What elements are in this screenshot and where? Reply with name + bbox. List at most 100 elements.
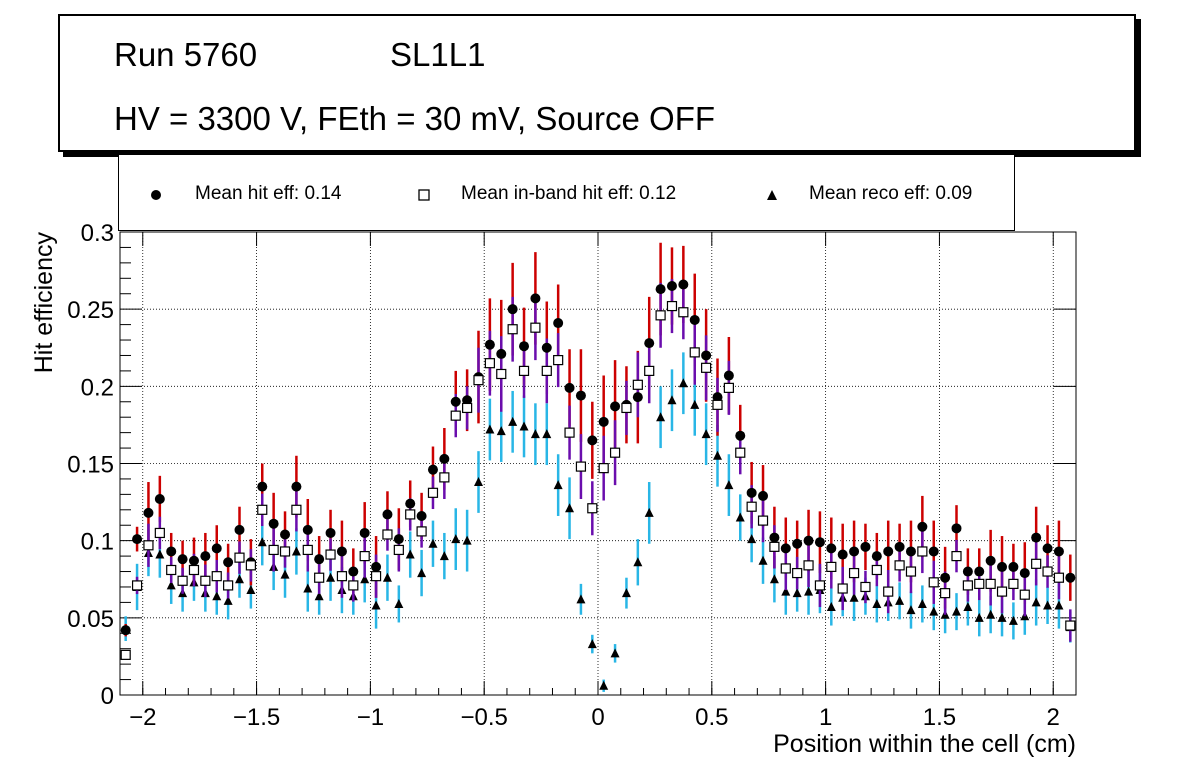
inband-point — [279, 546, 291, 557]
reco-point — [371, 600, 381, 610]
inband-point — [245, 560, 256, 571]
hit-point — [188, 555, 199, 566]
hit-point — [1042, 543, 1053, 554]
inband-point — [609, 447, 621, 458]
inband-point — [359, 550, 370, 562]
inband-point — [848, 567, 860, 579]
hit-point — [143, 507, 154, 518]
inband-point — [450, 410, 461, 421]
reco-point — [872, 598, 882, 608]
inband-point — [951, 550, 962, 562]
inband-point — [723, 382, 734, 393]
reco-point — [826, 602, 836, 612]
conditions-label: HV = 3300 V, FEth = 30 mV, Source OFF — [114, 100, 716, 137]
x-tick-label: 1.5 — [923, 704, 956, 731]
reco-point — [530, 429, 540, 439]
reco-point — [610, 648, 620, 658]
inband-point — [268, 544, 279, 556]
hit-point — [678, 279, 689, 290]
hit-point — [1031, 532, 1042, 543]
inband-point — [666, 300, 678, 312]
x-tick-label: −1 — [357, 704, 384, 731]
reco-point — [451, 534, 461, 544]
reco-point — [428, 538, 438, 548]
inband-point — [530, 322, 541, 333]
reco-point — [986, 609, 996, 619]
inband-point — [393, 544, 404, 556]
inband-point — [746, 501, 757, 512]
reco-point — [656, 412, 666, 422]
hit-point — [905, 546, 916, 557]
inband-point — [291, 504, 302, 515]
hit-point — [997, 561, 1008, 572]
reco-point — [474, 477, 483, 487]
hit-point — [962, 566, 973, 577]
hit-point — [655, 284, 666, 295]
y-tick-label: 0.1 — [81, 529, 114, 556]
hit-point — [325, 527, 336, 538]
hit-point — [883, 546, 894, 557]
hit-point — [951, 523, 962, 534]
x-tick-label: −0.5 — [460, 704, 507, 731]
hit-point — [462, 395, 473, 406]
reco-point — [1043, 600, 1053, 610]
inband-point — [837, 583, 848, 594]
hit-point — [871, 551, 882, 562]
reco-point — [314, 591, 324, 601]
inband-point — [200, 575, 211, 586]
x-tick-label: −1.5 — [233, 704, 280, 731]
reco-point — [678, 378, 688, 388]
reco-point — [235, 574, 244, 584]
reco-point — [1054, 600, 1064, 610]
inband-point — [177, 575, 188, 586]
reco-point — [439, 551, 449, 561]
hit-point — [314, 554, 325, 565]
reco-point — [542, 429, 552, 439]
reco-point — [303, 583, 313, 593]
inband-point — [325, 549, 336, 560]
inband-point — [473, 375, 484, 386]
hit-point — [974, 566, 985, 577]
hit-point — [826, 543, 837, 554]
reco-point — [462, 535, 472, 545]
reco-point — [223, 595, 233, 605]
x-tick-label: 0 — [591, 704, 604, 731]
reco-point — [997, 612, 1007, 622]
hit-point — [132, 534, 143, 545]
reco-point — [587, 639, 597, 649]
inband-point — [541, 365, 552, 376]
inband-point — [131, 580, 143, 591]
hit-point — [666, 281, 677, 292]
hit-point — [177, 554, 188, 565]
inband-point — [826, 561, 837, 573]
reco-point — [405, 549, 415, 559]
hit-point — [496, 348, 507, 359]
hit-point — [359, 527, 370, 538]
legend-reco-marker — [767, 190, 777, 200]
reco-point — [485, 424, 495, 434]
reco-point — [929, 606, 939, 616]
y-tick-label: 0.15 — [67, 452, 114, 479]
hit-point — [427, 464, 438, 475]
hit-point — [860, 541, 871, 552]
reco-point — [576, 594, 586, 604]
inband-point — [439, 472, 450, 483]
reco-point — [963, 602, 973, 612]
inband-point — [757, 515, 769, 526]
legend-hit-marker — [151, 190, 161, 200]
inband-point — [985, 578, 996, 589]
inband-point — [1042, 566, 1053, 577]
inband-point — [996, 586, 1008, 597]
reco-point — [1031, 597, 1041, 607]
inband-point — [188, 564, 200, 576]
inband-point — [302, 544, 313, 556]
inband-point — [1053, 572, 1065, 583]
hit-point — [940, 572, 951, 583]
inband-point — [507, 324, 518, 335]
reco-point — [166, 580, 176, 590]
inband-point — [211, 571, 222, 582]
inband-point — [712, 399, 723, 410]
inband-point — [655, 310, 666, 321]
inband-point — [405, 509, 416, 520]
inband-point — [1008, 578, 1019, 589]
